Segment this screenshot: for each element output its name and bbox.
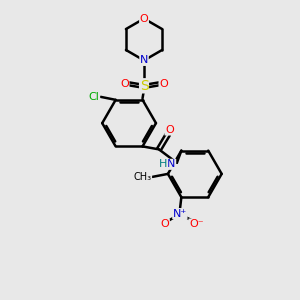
- Text: O: O: [160, 219, 169, 229]
- Text: CH₃: CH₃: [134, 172, 152, 182]
- Text: O: O: [120, 79, 129, 89]
- Text: S: S: [140, 79, 148, 93]
- Text: O⁻: O⁻: [189, 219, 204, 229]
- Text: O: O: [159, 79, 168, 89]
- Text: O: O: [165, 125, 174, 135]
- Text: N: N: [167, 159, 176, 169]
- Text: Cl: Cl: [89, 92, 100, 102]
- Text: H: H: [159, 159, 168, 169]
- Text: N⁺: N⁺: [173, 208, 187, 219]
- Text: N: N: [140, 56, 148, 65]
- Text: O: O: [140, 14, 148, 24]
